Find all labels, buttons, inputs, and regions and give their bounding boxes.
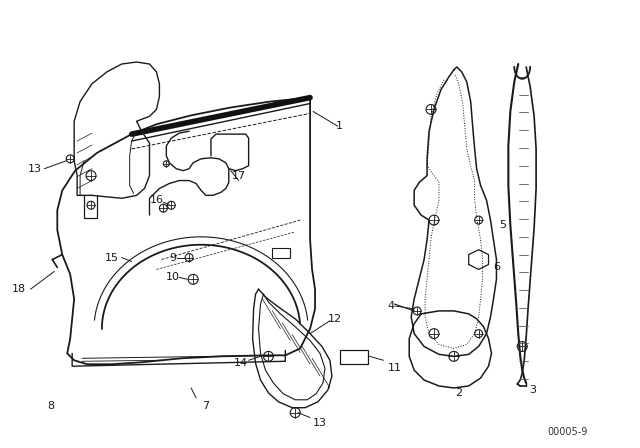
Text: 17: 17	[232, 171, 246, 181]
Text: 6: 6	[493, 263, 500, 272]
Text: 15: 15	[105, 253, 119, 263]
Text: 9: 9	[170, 253, 177, 263]
Text: 7: 7	[202, 401, 209, 411]
Text: 2: 2	[455, 388, 462, 398]
Text: 4: 4	[388, 301, 395, 311]
Text: 12: 12	[328, 314, 342, 324]
Text: 00005-9: 00005-9	[548, 427, 588, 437]
Text: 8: 8	[47, 401, 54, 411]
Text: 3: 3	[530, 385, 536, 395]
Text: 10: 10	[166, 272, 180, 282]
Text: 18: 18	[12, 284, 26, 294]
Text: 16: 16	[149, 195, 163, 205]
Text: 13: 13	[28, 164, 42, 174]
Bar	[273, 248, 291, 258]
Text: 13: 13	[313, 418, 327, 427]
Text: 1: 1	[337, 121, 343, 131]
Text: 11: 11	[387, 363, 401, 373]
Text: 5: 5	[499, 220, 506, 230]
Text: 14: 14	[234, 358, 248, 368]
Bar	[340, 350, 367, 364]
